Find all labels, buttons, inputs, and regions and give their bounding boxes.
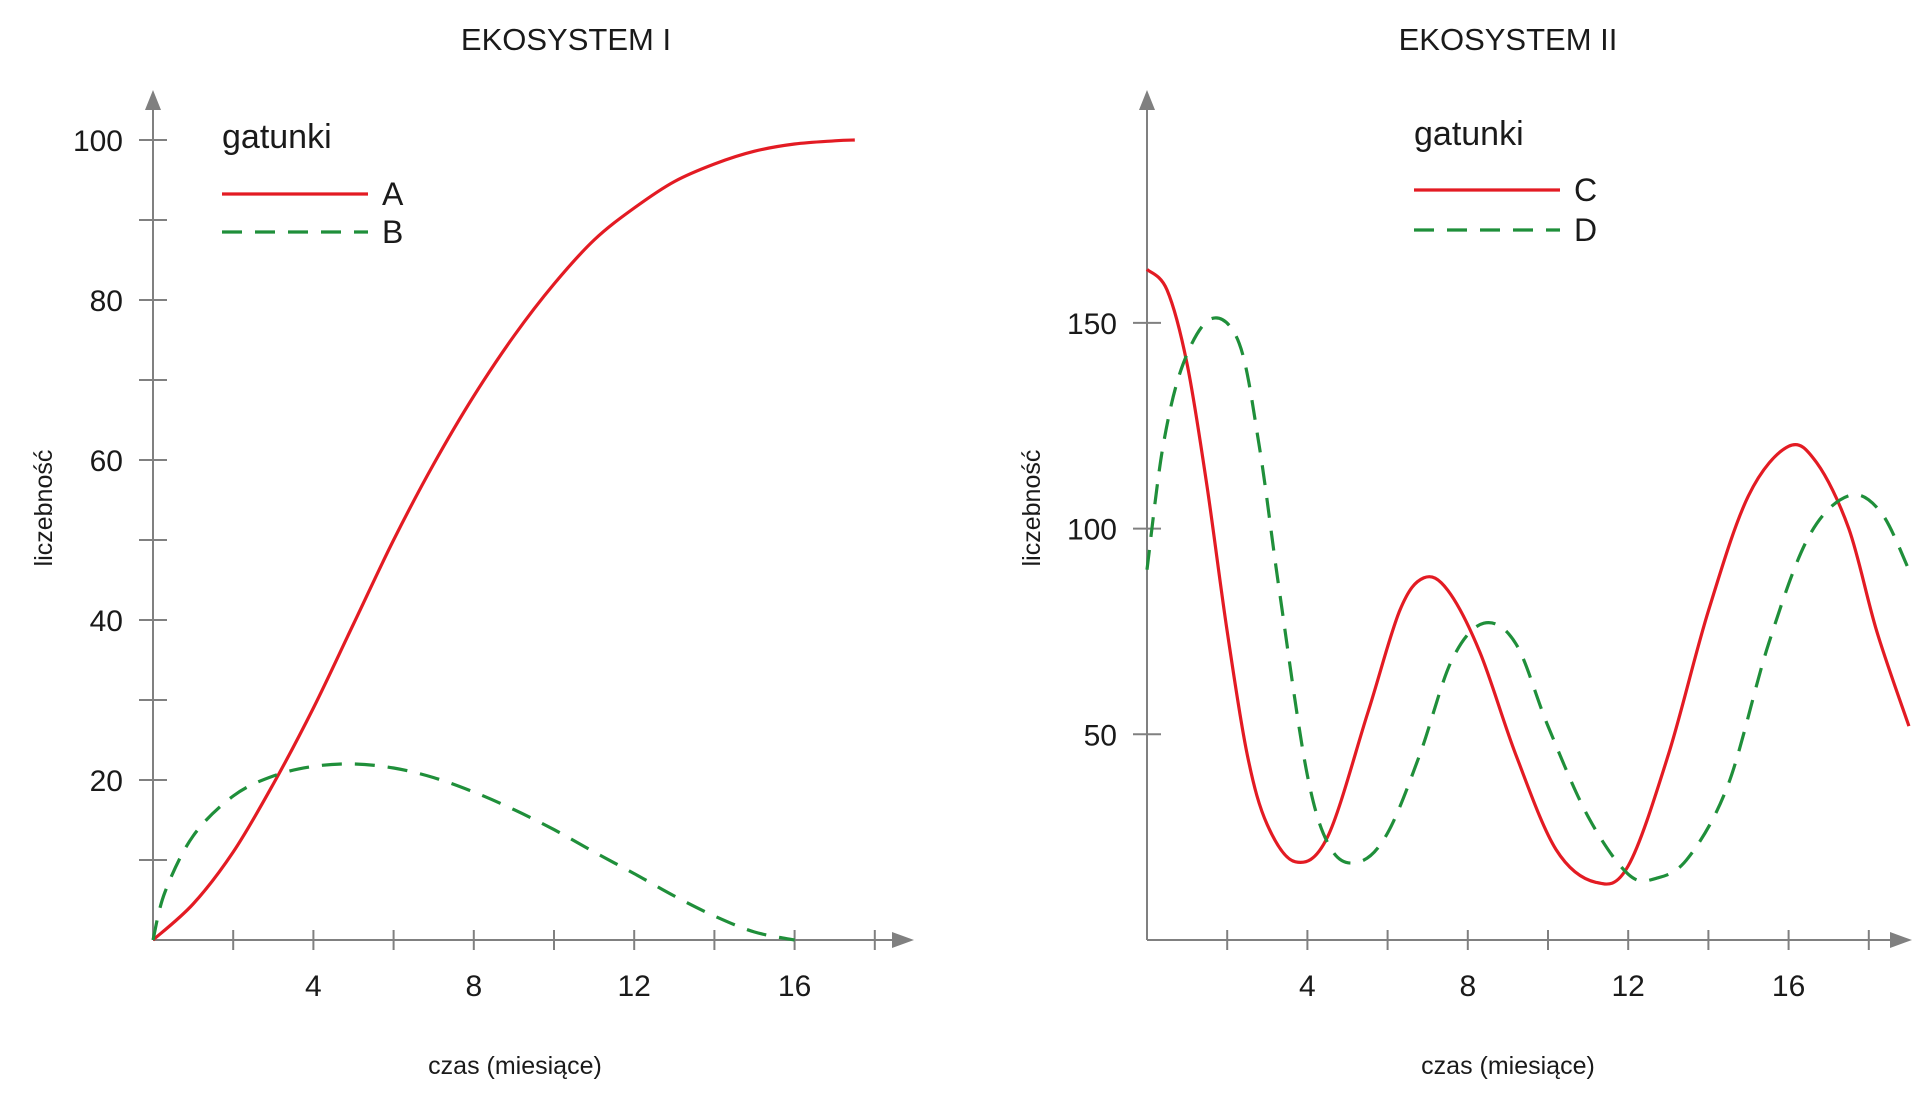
y-tick-label: 20 [90,765,123,798]
x-tick-label: 12 [1612,970,1645,1003]
x-axis-label: czas (miesiące) [1421,1052,1595,1080]
chart-ekosystem-1: EKOSYSTEM I 4 8 12 16 20 40 60 80 100 liczebność cz… [30,22,914,1080]
series-line-b [151,762,795,942]
y-axis-label: liczebność [30,450,58,567]
y-tick-label: 50 [1084,719,1117,752]
x-tick-label: 4 [305,970,322,1003]
x-tick-label: 8 [465,970,482,1003]
x-tick-label: 8 [1459,970,1476,1003]
series-line-c [1145,268,1911,886]
y-tick-label: 80 [90,285,123,318]
chart-title: EKOSYSTEM II [1399,22,1618,57]
legend-label-c: C [1574,172,1597,208]
legend-title: gatunki [1414,115,1524,153]
y-axis-arrow [145,90,161,110]
y-tick-label: 60 [90,445,123,478]
x-tick-label: 16 [778,970,811,1003]
x-tick-label: 4 [1299,970,1316,1003]
x-tick-label: 16 [1772,970,1805,1003]
legend-label-b: B [382,214,403,250]
series-line-a [151,138,855,942]
legend: gatunki CD [1414,115,1597,248]
y-tick-label: 100 [1067,514,1117,547]
series-line-d [1145,316,1911,883]
y-tick-label: 100 [73,125,123,158]
legend: gatunki AB [222,118,404,250]
x-axis-arrow [1890,932,1912,948]
x-axis-arrow [892,932,914,948]
y-tick-label: 150 [1067,308,1117,341]
chart-title: EKOSYSTEM I [461,22,671,57]
legend-label-d: D [1574,212,1597,248]
y-axis-label: liczebność [1018,450,1046,567]
legend-label-a: A [382,176,404,212]
x-axis-label: czas (miesiące) [428,1052,602,1080]
legend-title: gatunki [222,118,332,156]
x-tick-label: 12 [618,970,651,1003]
chart-ekosystem-2: EKOSYSTEM II 4 8 12 16 50 100 150 liczebność czas… [1018,22,1912,1080]
y-axis-arrow [1139,90,1155,110]
y-tick-label: 40 [90,605,123,638]
